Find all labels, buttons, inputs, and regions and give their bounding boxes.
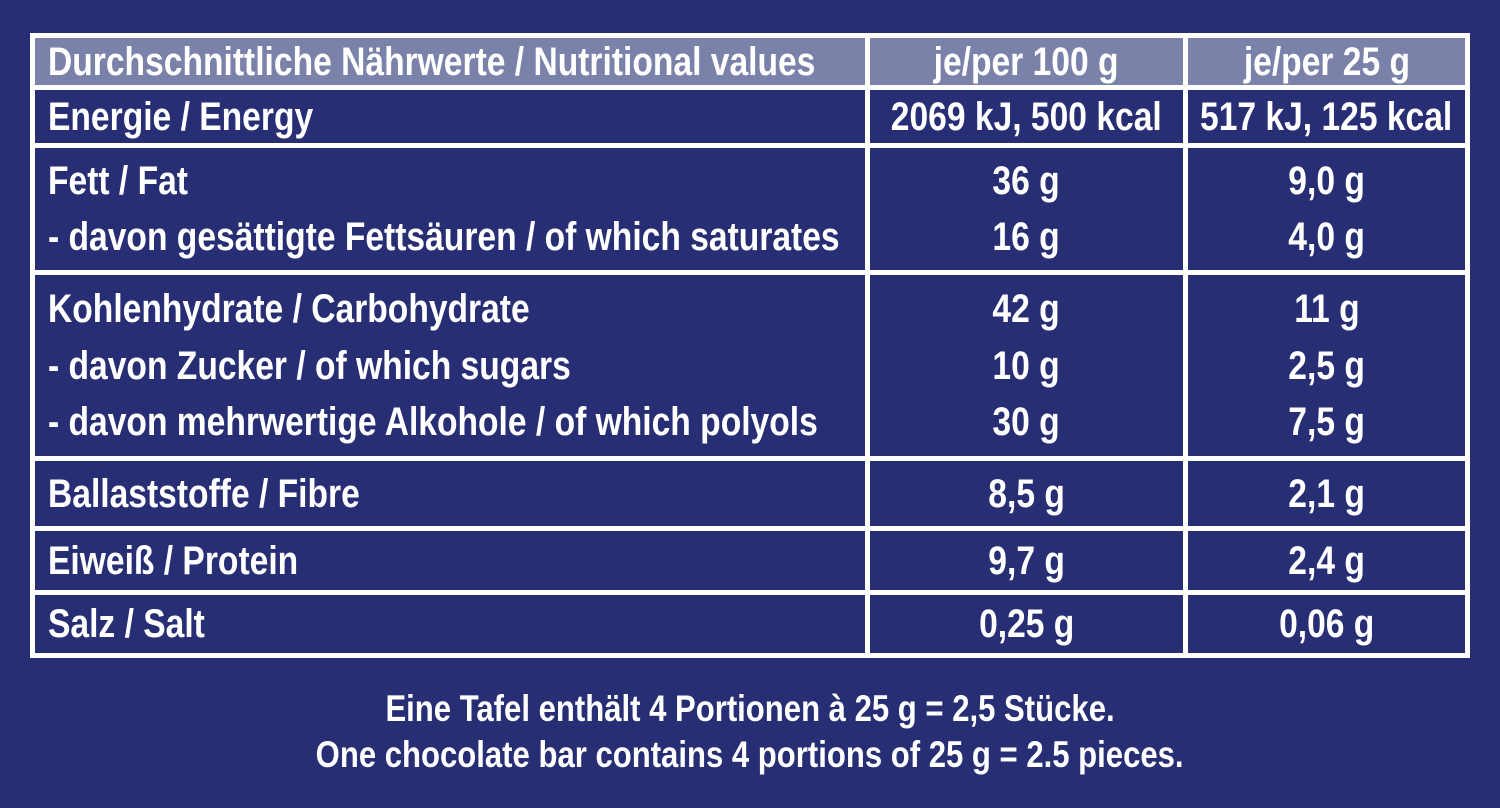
row-energy-per25: 517 kJ, 125 kcal [1200, 94, 1453, 139]
row-carb-label: Kohlenhydrate / Carbohydrate [48, 286, 530, 331]
row-protein-label-line: Eiweiß / Protein [35, 538, 865, 584]
nutrition-table: Durchschnittliche Nährwerte / Nutritiona… [30, 33, 1470, 658]
header-per100-line: je/per 100 g [870, 39, 1183, 85]
row-carb-polyols-per25-line: 7,5 g [1188, 399, 1465, 445]
row-carb-per25: 11 g [1293, 286, 1360, 331]
row-salt-per100: 0,25 g [978, 602, 1075, 646]
row-fibre-per25-line: 2,1 g [1188, 471, 1465, 517]
row-energy-label-cell: Energie / Energy [35, 90, 865, 143]
row-energy-per25-line: 517 kJ, 125 kcal [1188, 94, 1465, 140]
row-salt-label-line: Salz / Salt [35, 601, 865, 647]
row-carb-polyols-per25: 7,5 g [1288, 400, 1365, 445]
row-fibre-per100: 8,5 g [988, 471, 1065, 516]
row-energy-per25-cell: 517 kJ, 125 kcal [1188, 90, 1465, 143]
row-salt-label: Salz / Salt [48, 602, 205, 646]
row-fat-per25: 9,0 g [1288, 159, 1365, 203]
row-protein-per100: 9,7 g [988, 538, 1065, 583]
row-carb-sugars-label: - davon Zucker / of which sugars [48, 343, 571, 388]
header-per25-line: je/per 25 g [1188, 39, 1465, 85]
row-protein-per100-cell: 9,7 g [870, 531, 1183, 590]
row-fat-label-cell: Fett / Fat - davon gesättigte Fettsäuren… [35, 148, 865, 270]
row-carb-sugars-per25: 2,5 g [1288, 343, 1365, 388]
row-carb-polyols-per100: 30 g [992, 400, 1061, 445]
portion-note-english: One chocolate bar contains 4 portions of… [0, 732, 1500, 778]
row-fibre-per25: 2,1 g [1288, 471, 1365, 516]
row-fat-saturates-label-line: - davon gesättigte Fettsäuren / of which… [35, 214, 865, 260]
row-carb-label-cell: Kohlenhydrate / Carbohydrate - davon Zuc… [35, 275, 865, 456]
row-fat-per100-line: 36 g [870, 158, 1183, 204]
row-carb-sugars-per100-line: 10 g [870, 343, 1183, 389]
row-fat-per25-cell: 9,0 g 4,0 g [1188, 148, 1465, 270]
row-fat-per100: 36 g [992, 159, 1061, 203]
row-carb-per100-cell: 42 g 10 g 30 g [870, 275, 1183, 456]
row-salt-per100-cell: 0,25 g [870, 595, 1183, 653]
row-protein-label-cell: Eiweiß / Protein [35, 531, 865, 590]
row-fat-saturates-per100-line: 16 g [870, 214, 1183, 260]
row-energy-label: Energie / Energy [48, 94, 314, 139]
row-carb-per100-line: 42 g [870, 286, 1183, 332]
header-title: Durchschnittliche Nährwerte / Nutritiona… [48, 39, 816, 84]
portion-note: Eine Tafel enthält 4 Portionen à 25 g = … [0, 686, 1500, 778]
row-fat-saturates-per25-line: 4,0 g [1188, 214, 1465, 260]
portion-note-german-text: Eine Tafel enthält 4 Portionen à 25 g = … [385, 688, 1115, 729]
header-title-line: Durchschnittliche Nährwerte / Nutritiona… [35, 39, 865, 85]
row-carb-sugars-per25-line: 2,5 g [1188, 343, 1465, 389]
portion-note-german: Eine Tafel enthält 4 Portionen à 25 g = … [0, 686, 1500, 732]
row-fibre-per25-cell: 2,1 g [1188, 461, 1465, 526]
row-protein-label: Eiweiß / Protein [48, 538, 299, 583]
row-energy-per100: 2069 kJ, 500 kcal [891, 94, 1162, 139]
row-fat-per100-cell: 36 g 16 g [870, 148, 1183, 270]
row-salt-label-cell: Salz / Salt [35, 595, 865, 653]
row-fat-saturates-per25: 4,0 g [1288, 215, 1365, 259]
row-carb-label-line: Kohlenhydrate / Carbohydrate [35, 286, 865, 332]
row-carb-polyols-label: - davon mehrwertige Alkohole / of which … [48, 400, 818, 445]
row-fat-per25-line: 9,0 g [1188, 158, 1465, 204]
row-fibre-label-cell: Ballaststoffe / Fibre [35, 461, 865, 526]
portion-note-english-text: One chocolate bar contains 4 portions of… [316, 734, 1184, 775]
row-fibre-label-line: Ballaststoffe / Fibre [35, 471, 865, 517]
row-salt-per25-line: 0,06 g [1188, 601, 1465, 647]
row-fibre-label: Ballaststoffe / Fibre [48, 471, 360, 516]
row-energy-per100-cell: 2069 kJ, 500 kcal [870, 90, 1183, 143]
row-carb-polyols-per100-line: 30 g [870, 399, 1183, 445]
row-carb-polyols-label-line: - davon mehrwertige Alkohole / of which … [35, 399, 865, 445]
header-per100: je/per 100 g [934, 39, 1119, 84]
row-carb-sugars-per100: 10 g [992, 343, 1061, 388]
row-fat-saturates-label: - davon gesättigte Fettsäuren / of which… [48, 215, 840, 259]
header-per100-cell: je/per 100 g [870, 38, 1183, 85]
header-per25-cell: je/per 25 g [1188, 38, 1465, 85]
row-carb-sugars-label-line: - davon Zucker / of which sugars [35, 343, 865, 389]
row-carb-per25-cell: 11 g 2,5 g 7,5 g [1188, 275, 1465, 456]
row-carb-per100: 42 g [992, 286, 1061, 331]
row-protein-per100-line: 9,7 g [870, 538, 1183, 584]
row-fibre-per100-cell: 8,5 g [870, 461, 1183, 526]
row-fat-saturates-per100: 16 g [992, 215, 1061, 259]
row-salt-per25-cell: 0,06 g [1188, 595, 1465, 653]
row-energy-per100-line: 2069 kJ, 500 kcal [870, 94, 1183, 140]
row-protein-per25-cell: 2,4 g [1188, 531, 1465, 590]
header-title-cell: Durchschnittliche Nährwerte / Nutritiona… [35, 38, 865, 85]
row-protein-per25: 2,4 g [1288, 538, 1365, 583]
row-energy-label-line: Energie / Energy [35, 94, 865, 140]
row-salt-per25: 0,06 g [1278, 602, 1375, 646]
header-per25: je/per 25 g [1243, 39, 1410, 84]
row-salt-per100-line: 0,25 g [870, 601, 1183, 647]
row-fat-label: Fett / Fat [48, 159, 189, 203]
row-fibre-per100-line: 8,5 g [870, 471, 1183, 517]
row-protein-per25-line: 2,4 g [1188, 538, 1465, 584]
row-fat-label-line: Fett / Fat [35, 158, 865, 204]
row-carb-per25-line: 11 g [1188, 286, 1465, 332]
